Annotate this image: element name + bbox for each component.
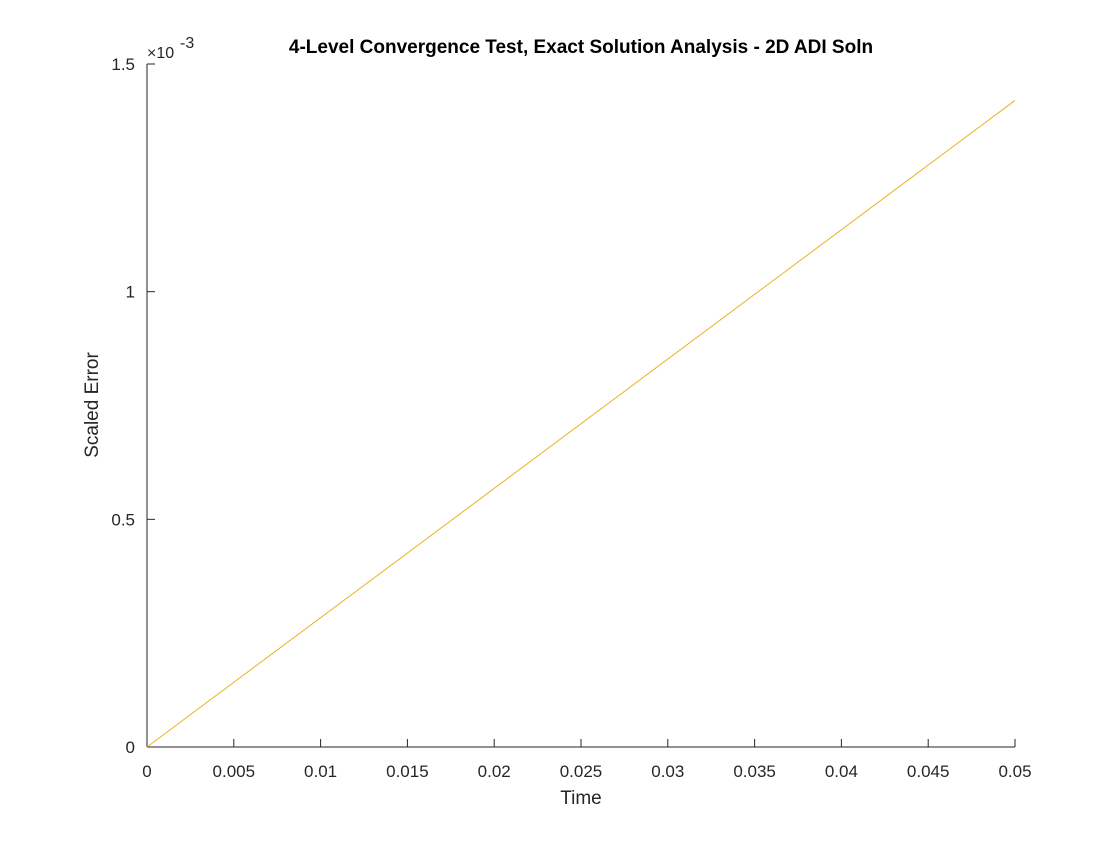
y-exponent-base: ×10 <box>147 45 174 62</box>
x-tick-group: 0 0.005 0.01 0.015 0.02 0.025 0.03 0.035 0.04 0.0… <box>142 739 1032 781</box>
x-tick-label: 0.02 <box>478 762 511 781</box>
x-tick-label: 0 <box>142 762 151 781</box>
y-tick-label: 0.5 <box>111 510 135 529</box>
axes-box <box>146 64 1015 748</box>
x-tick-label: 0.015 <box>386 762 429 781</box>
y-exponent-power: -3 <box>180 35 194 52</box>
x-tick-label: 0.005 <box>213 762 256 781</box>
x-tick-label: 0.025 <box>560 762 603 781</box>
y-tick-label: 0 <box>126 738 135 757</box>
x-tick-label: 0.035 <box>733 762 776 781</box>
y-tick-group: 0 0.5 1 1.5 <box>111 55 155 757</box>
x-tick-label: 0.05 <box>998 762 1031 781</box>
series-line <box>146 100 1016 748</box>
y-tick-label: 1 <box>126 283 135 302</box>
x-axis-label: Time <box>560 788 602 809</box>
y-exponent-label: ×10 -3 <box>147 35 194 62</box>
y-tick-label: 1.5 <box>111 55 135 74</box>
x-tick-label: 0.03 <box>651 762 684 781</box>
y-axis-label: Scaled Error <box>82 352 103 458</box>
x-tick-label: 0.04 <box>825 762 858 781</box>
x-tick-label: 0.045 <box>907 762 950 781</box>
x-tick-label: 0.01 <box>304 762 337 781</box>
chart-title: 4-Level Convergence Test, Exact Solution… <box>289 37 873 58</box>
series-group <box>146 100 1016 748</box>
